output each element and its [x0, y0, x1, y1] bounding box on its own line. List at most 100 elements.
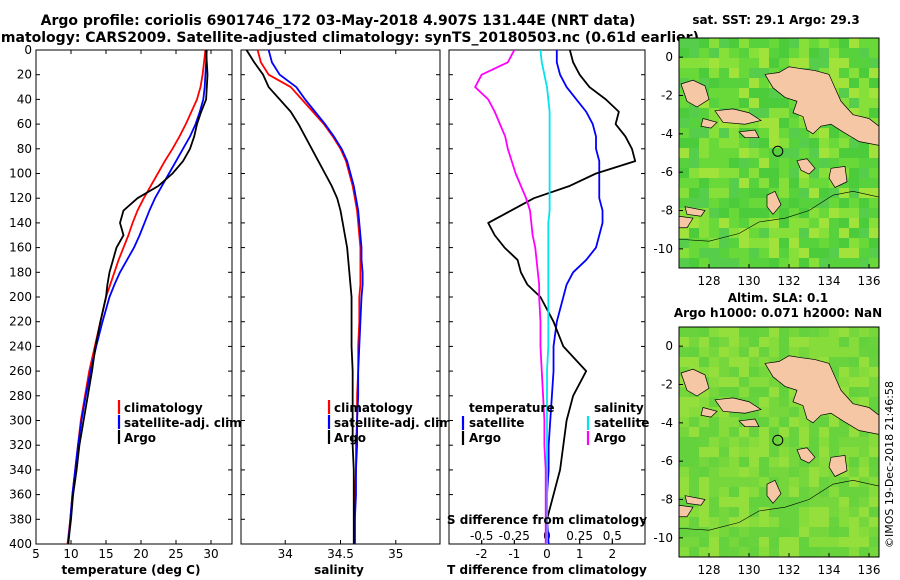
map-pixel	[779, 337, 789, 347]
map-pixel	[759, 427, 769, 437]
map-pixel	[799, 467, 809, 477]
map-pixel	[689, 507, 699, 517]
map-pixel	[849, 108, 859, 118]
map-pixel	[699, 367, 709, 377]
land-5	[766, 190, 782, 215]
map-pixel	[689, 108, 699, 118]
map-pixel	[869, 48, 879, 58]
map-pixel	[759, 507, 769, 517]
map-pixel	[719, 447, 729, 457]
map-pixel	[729, 148, 739, 158]
map-pixel	[749, 218, 759, 228]
map-pixel	[709, 228, 719, 238]
map-pixel	[819, 138, 829, 148]
map-pixel	[809, 547, 819, 557]
map-pixel	[829, 68, 839, 78]
map-pixel	[819, 218, 829, 228]
map-pixel	[789, 38, 799, 48]
legend-sal-satellite-label: satellite	[594, 416, 649, 430]
map-pixel	[759, 337, 769, 347]
depth-tick-label: 380	[9, 512, 32, 526]
map-pixel	[819, 337, 829, 347]
map-pixel	[699, 457, 709, 467]
map-pixel	[869, 168, 879, 178]
map-pixel	[719, 168, 729, 178]
map-pixel	[859, 337, 869, 347]
map-pixel	[859, 477, 869, 487]
map-pixel	[849, 78, 859, 88]
sst-map-field	[679, 38, 879, 268]
map-pixel	[759, 58, 769, 68]
map-pixel	[769, 417, 779, 427]
map-pixel	[709, 497, 719, 507]
map-pixel	[699, 138, 709, 148]
map-pixel	[789, 447, 799, 457]
map-pixel	[709, 218, 719, 228]
map-pixel	[869, 487, 879, 497]
map-pixel	[719, 437, 729, 447]
map-pixel	[869, 387, 879, 397]
map-pixel	[739, 527, 749, 537]
map-pixel	[789, 188, 799, 198]
depth-tick-label: 180	[9, 265, 32, 279]
map-pixel	[849, 457, 859, 467]
map-pixel	[849, 228, 859, 238]
map-pixel	[809, 238, 819, 248]
map-pixel	[799, 178, 809, 188]
map-pixel	[709, 477, 719, 487]
map-pixel	[689, 178, 699, 188]
map-pixel	[709, 457, 719, 467]
map-pixel	[759, 497, 769, 507]
map-pixel	[789, 48, 799, 58]
map-pixel	[749, 507, 759, 517]
map-pixel	[839, 347, 849, 357]
legend-satellite-label: satellite-adj. clim.	[334, 416, 456, 430]
map-pixel	[829, 218, 839, 228]
map-pixel	[759, 447, 769, 457]
map-pixel	[759, 238, 769, 248]
difference-legend-temperature: temperature satellite Argo	[461, 401, 554, 445]
map-pixel	[839, 417, 849, 427]
map-pixel	[869, 178, 879, 188]
map-pixel	[679, 38, 689, 48]
map-pixel	[749, 477, 759, 487]
x-tick-label: 34.5	[327, 547, 354, 561]
map-pixel	[739, 168, 749, 178]
legend-argo-label: Argo	[334, 431, 366, 445]
map-pixel	[689, 437, 699, 447]
x-tick-label: 25	[168, 547, 183, 561]
map-pixel	[819, 188, 829, 198]
map-pixel	[729, 88, 739, 98]
map-pixel	[829, 78, 839, 88]
map-pixel	[709, 427, 719, 437]
map-pixel	[789, 178, 799, 188]
map-pixel	[699, 58, 709, 68]
map-pixel	[849, 38, 859, 48]
map-pixel	[849, 208, 859, 218]
map-pixel	[739, 457, 749, 467]
map-pixel	[689, 417, 699, 427]
map-pixel	[809, 208, 819, 218]
sla-land	[679, 355, 879, 531]
map-pixel	[799, 337, 809, 347]
map-pixel	[769, 507, 779, 517]
map-pixel	[729, 337, 739, 347]
depth-tick-label: 160	[9, 241, 32, 255]
map-pixel	[729, 437, 739, 447]
map-pixel	[869, 397, 879, 407]
map-pixel	[749, 158, 759, 168]
map-pixel	[779, 547, 789, 557]
map-pixel	[769, 407, 779, 417]
map-pixel	[849, 198, 859, 208]
map-pixel	[679, 407, 689, 417]
map-pixel	[729, 517, 739, 527]
map-pixel	[729, 427, 739, 437]
map-pixel	[699, 437, 709, 447]
map-pixel	[709, 168, 719, 178]
map-pixel	[749, 168, 759, 178]
map-pixel	[719, 347, 729, 357]
map-pixel	[829, 208, 839, 218]
map-pixel	[699, 218, 709, 228]
map-pixel	[779, 148, 789, 158]
map-pixel	[809, 38, 819, 48]
